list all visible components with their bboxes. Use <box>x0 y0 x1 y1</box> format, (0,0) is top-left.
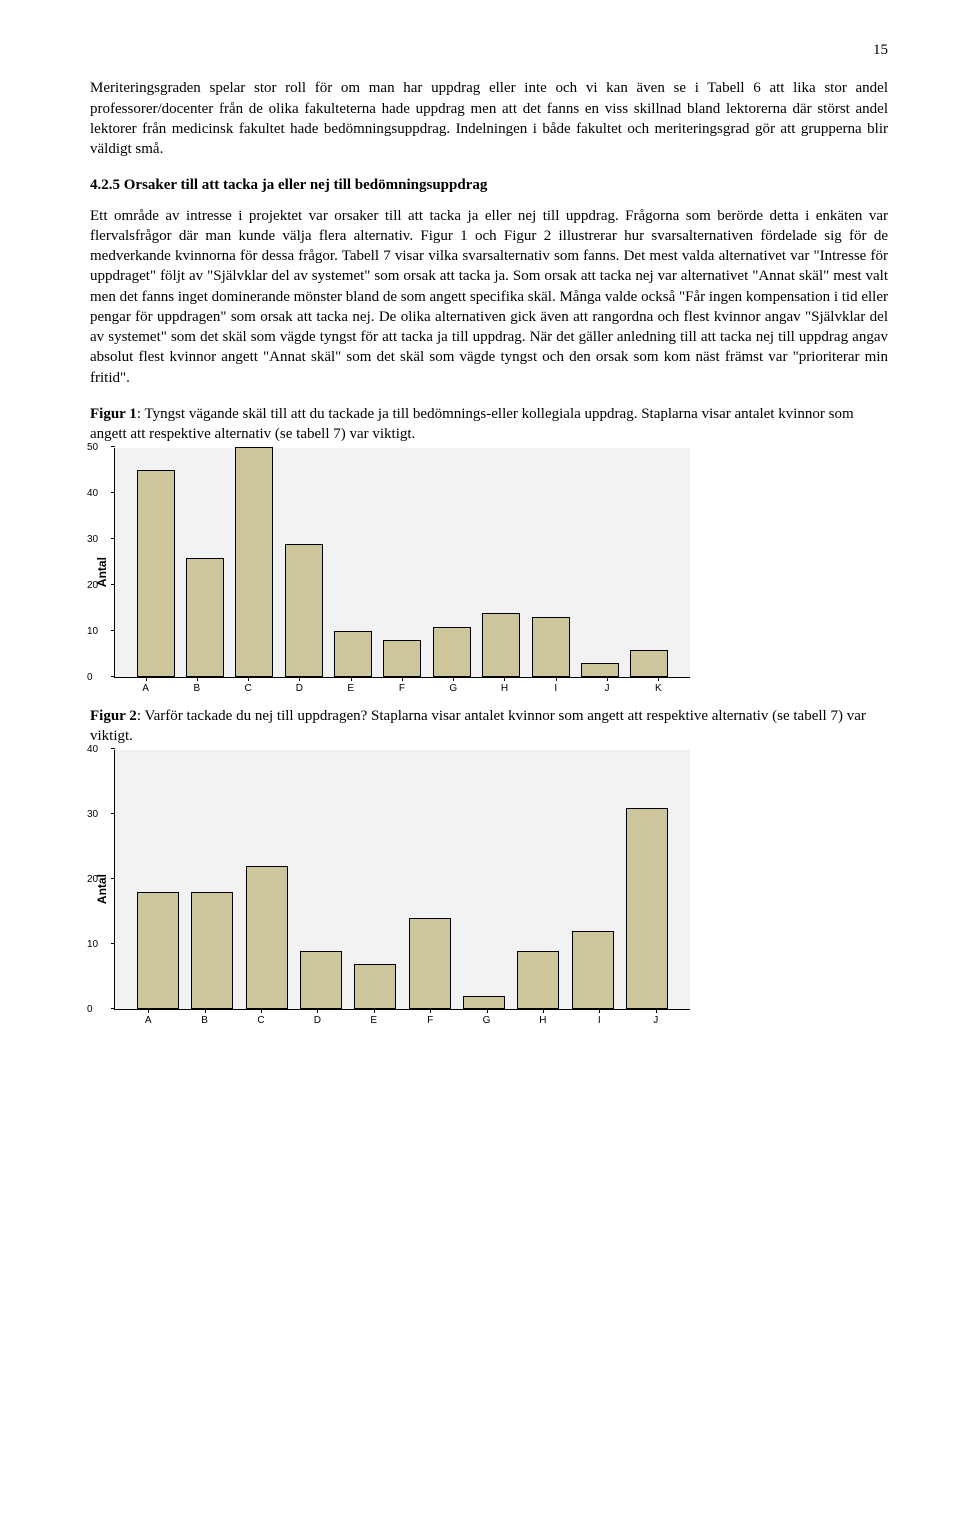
figure2-chart: Antal 010203040 A BCD EF GHI J <box>90 750 690 1028</box>
y-tick-label: 50 <box>87 441 98 455</box>
y-tick-label: 30 <box>87 533 98 547</box>
x-tick-label: J <box>588 682 626 696</box>
y-tick-label: 40 <box>87 487 98 501</box>
x-tick-label: E <box>353 1014 395 1028</box>
figure2-ylabel: Antal <box>90 750 114 1028</box>
x-tick-label: D <box>296 1014 338 1028</box>
paragraph-2: Ett område av intresse i projektet var o… <box>90 206 888 388</box>
bar <box>186 558 224 678</box>
y-tick-label: 10 <box>87 938 98 952</box>
bar <box>137 892 179 1009</box>
x-tick-label: C <box>240 1014 282 1028</box>
bar <box>137 470 175 677</box>
x-tick-label: D <box>280 682 318 696</box>
bar <box>285 544 323 677</box>
figure2-caption-text: : Varför tackade du nej till uppdragen? … <box>90 708 866 744</box>
page-number: 15 <box>90 40 888 60</box>
bar <box>626 808 668 1010</box>
figure1-caption-label: Figur 1 <box>90 406 137 422</box>
x-tick-label: I <box>537 682 575 696</box>
bar <box>517 951 559 1010</box>
y-tick-label: 30 <box>87 808 98 822</box>
paragraph-1: Meriteringsgraden spelar stor roll för o… <box>90 78 888 159</box>
bar <box>581 663 619 677</box>
figure1-plot-area: 01020304050 <box>114 448 690 678</box>
bar <box>383 640 421 677</box>
bar <box>572 931 614 1009</box>
x-tick-label: J <box>635 1014 677 1028</box>
bar <box>354 964 396 1010</box>
figure1-ylabel: Antal <box>90 448 114 696</box>
figure1-xaxis: ABCDEFGHIJK <box>114 678 690 696</box>
x-tick-label: H <box>522 1014 564 1028</box>
x-tick-label: G <box>434 682 472 696</box>
x-tick-label: E <box>332 682 370 696</box>
y-tick-label: 0 <box>87 1003 93 1017</box>
x-tick-label: H <box>485 682 523 696</box>
figure1-caption: Figur 1: Tyngst vägande skäl till att du… <box>90 404 888 445</box>
bar <box>463 996 505 1009</box>
x-tick-label: F <box>383 682 421 696</box>
x-tick-label: K <box>639 682 677 696</box>
y-tick-label: 0 <box>87 671 93 685</box>
x-tick-label: B <box>178 682 216 696</box>
x-tick-label: A <box>127 682 165 696</box>
bar <box>235 447 273 677</box>
figure1-chart: Antal 01020304050 ABCDEFGHIJK <box>90 448 690 696</box>
x-tick-label: F <box>409 1014 451 1028</box>
bar <box>482 613 520 677</box>
x-tick-label: G <box>466 1014 508 1028</box>
figure1-caption-text: : Tyngst vägande skäl till att du tackad… <box>90 406 854 442</box>
bar <box>532 617 570 677</box>
x-tick-label: A <box>127 1014 169 1028</box>
bar <box>191 892 233 1009</box>
x-tick-label: I <box>578 1014 620 1028</box>
section-heading: 4.2.5 Orsaker till att tacka ja eller ne… <box>90 175 888 195</box>
bar <box>300 951 342 1010</box>
figure2-caption-label: Figur 2 <box>90 708 137 724</box>
x-tick-label: B <box>184 1014 226 1028</box>
bar <box>409 918 451 1009</box>
y-tick-label: 40 <box>87 743 98 757</box>
figure2-caption: Figur 2: Varför tackade du nej till uppd… <box>90 706 888 747</box>
figure2-plot-area: 010203040 <box>114 750 690 1010</box>
y-tick-label: 10 <box>87 625 98 639</box>
bar <box>246 866 288 1009</box>
bar <box>630 650 668 678</box>
figure2-xaxis: A BCD EF GHI J <box>114 1010 690 1028</box>
bar <box>433 627 471 678</box>
y-tick-label: 20 <box>87 579 98 593</box>
x-tick-label: C <box>229 682 267 696</box>
y-tick-label: 20 <box>87 873 98 887</box>
bar <box>334 631 372 677</box>
